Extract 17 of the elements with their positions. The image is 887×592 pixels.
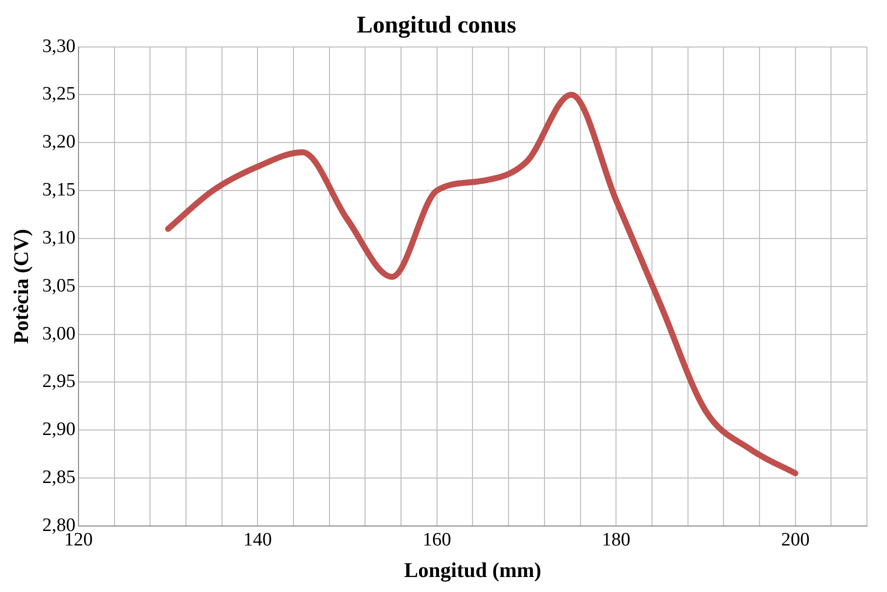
y-tick-label: 2,95 [42,371,76,392]
y-tick-label: 3,25 [42,84,76,105]
y-tick-label: 2,90 [42,419,76,440]
y-tick-label: 3,05 [42,275,76,296]
y-tick-label: 3,30 [42,36,76,57]
x-tick-label: 160 [422,529,452,550]
chart-title: Longitud conus [356,12,516,39]
y-tick-label: 3,15 [42,180,76,201]
x-tick-label: 200 [781,529,810,550]
y-tick-label: 2,85 [42,467,76,488]
y-tick-label: 3,10 [42,227,76,248]
x-tick-label: 140 [243,529,272,550]
y-tick-label: 3,20 [42,132,76,153]
y-axis-title: Potècia (CV) [9,228,34,344]
x-axis-title: Longitud (mm) [404,558,542,582]
y-tick-label: 3,00 [42,323,76,344]
x-tick-label: 180 [602,529,630,550]
